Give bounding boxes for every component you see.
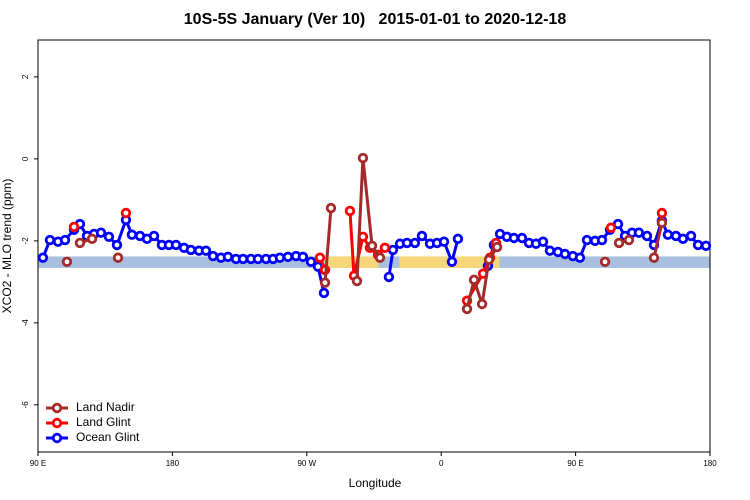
point (599, 256, 611, 267)
legend-label: Land Nadir (76, 400, 135, 414)
point (44, 234, 56, 246)
point (319, 277, 331, 288)
point (126, 229, 138, 240)
point (366, 240, 378, 251)
point (86, 233, 98, 245)
point (357, 152, 369, 164)
point (516, 232, 528, 244)
legend-marker (51, 417, 63, 429)
point (685, 230, 697, 242)
point (641, 230, 653, 242)
x-tick-label: 180 (703, 459, 717, 468)
point (237, 253, 249, 265)
point (387, 244, 399, 256)
point (305, 256, 317, 267)
point (401, 237, 413, 249)
x-tick-label: 90 E (30, 459, 46, 468)
point (574, 252, 586, 263)
point (112, 252, 124, 263)
point (446, 256, 458, 267)
point (351, 275, 363, 287)
point (559, 248, 571, 260)
point (222, 251, 234, 263)
point (623, 234, 635, 246)
point (409, 237, 421, 249)
point (61, 256, 73, 267)
point (656, 217, 668, 229)
band-highlight (324, 256, 379, 268)
x-tick-label: 0 (439, 459, 444, 468)
point (170, 239, 182, 251)
point (274, 252, 286, 263)
legend-label: Land Glint (76, 415, 131, 429)
point (325, 202, 337, 214)
point (344, 205, 356, 217)
point (656, 207, 668, 219)
y-tick-label: -6 (21, 401, 30, 409)
point (491, 241, 503, 253)
y-tick-label: -4 (21, 319, 30, 327)
point (537, 236, 549, 247)
point (252, 253, 264, 265)
point (95, 227, 107, 238)
x-axis-label: Longitude (349, 476, 402, 490)
point (68, 221, 80, 233)
point (605, 222, 617, 233)
x-tick-label: 90 W (297, 459, 316, 468)
point (282, 251, 294, 263)
point (596, 234, 608, 246)
point (200, 245, 212, 256)
point (662, 229, 674, 240)
point (185, 244, 197, 256)
point (633, 227, 645, 238)
point (37, 252, 49, 263)
point (700, 240, 712, 251)
legend-marker (51, 402, 63, 414)
point (314, 252, 326, 263)
y-tick-label: 0 (21, 156, 30, 161)
point (318, 287, 330, 299)
point (103, 231, 115, 242)
point (581, 234, 593, 246)
x-tick-label: 180 (166, 459, 180, 468)
point (692, 239, 704, 251)
legend-label: Ocean Glint (76, 430, 140, 444)
y-tick-label: -2 (21, 237, 30, 245)
point (468, 274, 480, 286)
point (544, 245, 556, 256)
point (374, 252, 386, 263)
point (677, 233, 689, 245)
point (379, 242, 391, 254)
y-axis-label: XCO2 - MLO trend (ppm) (0, 179, 14, 314)
point (148, 230, 160, 242)
point (648, 252, 660, 263)
x-tick-label: 90 E (567, 459, 583, 468)
point (476, 298, 488, 310)
point (207, 250, 219, 262)
y-tick-label: 2 (21, 74, 30, 79)
point (438, 236, 450, 247)
point (452, 233, 464, 245)
point (111, 239, 123, 251)
chart-title: 10S-5S January (Ver 10) 2015-01-01 to 20… (184, 11, 567, 28)
point (59, 234, 71, 246)
point (74, 237, 86, 249)
point (297, 251, 309, 263)
point (483, 254, 495, 265)
legend-marker (51, 432, 63, 444)
point (508, 232, 520, 244)
point (120, 207, 132, 219)
point (613, 237, 625, 249)
point (383, 271, 395, 283)
point (416, 230, 428, 242)
series-line (79, 157, 664, 310)
point (461, 303, 473, 315)
